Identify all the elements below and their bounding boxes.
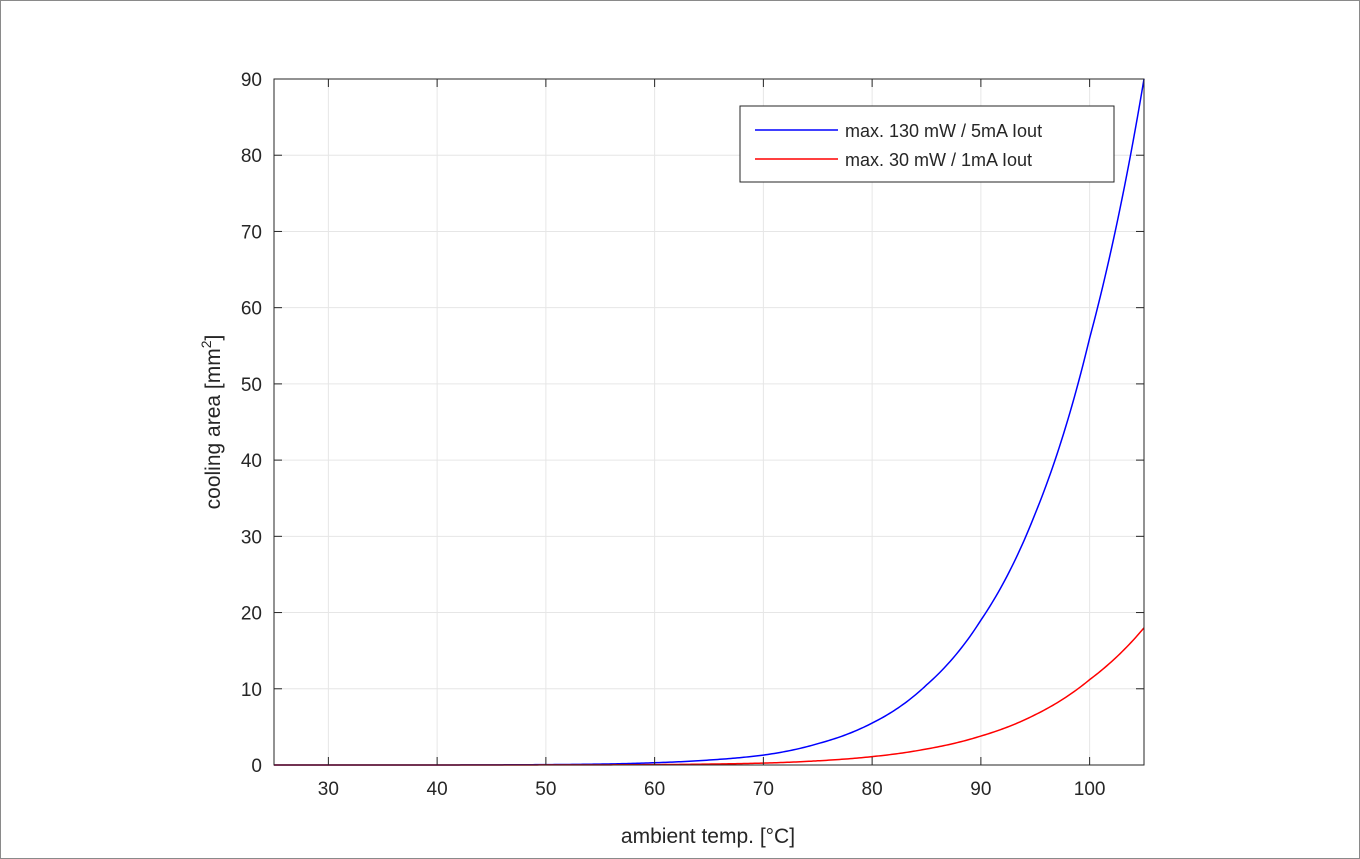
x-tick-label-30: 30 (318, 779, 339, 800)
y-tick-label-10: 10 (241, 680, 262, 701)
grid-lines (274, 78, 1144, 766)
axes (273, 78, 1145, 766)
x-tick-label-90: 90 (970, 779, 991, 800)
y-tick-label-60: 60 (241, 299, 262, 320)
legend-box (739, 105, 1115, 183)
y-tick-label-80: 80 (241, 146, 262, 167)
axes-box (273, 78, 1145, 766)
y-tick-label-0: 0 (251, 756, 262, 777)
x-tick-label-100: 100 (1074, 779, 1106, 800)
y-tick-label-70: 70 (241, 222, 262, 243)
y-tick-label-20: 20 (241, 604, 262, 625)
y-tick-label-90: 90 (241, 70, 262, 91)
y-axis-label: cooling area [mm2] (198, 335, 225, 510)
x-tick-label-80: 80 (862, 779, 883, 800)
legend-label-blue-series: max. 130 mW / 5mA Iout (845, 121, 1042, 141)
y-axis-label-close: ] (202, 335, 225, 341)
y-axis-label-main: cooling area [mm (202, 348, 225, 509)
x-tick-labels: 30 40 50 60 70 80 90 100 (318, 779, 1106, 800)
plot-area (274, 79, 1144, 765)
y-tick-label-50: 50 (241, 375, 262, 396)
legend-label-red-series: max. 30 mW / 1mA Iout (845, 150, 1032, 170)
y-tick-labels: 0 10 20 30 40 50 60 70 80 90 (241, 70, 262, 777)
x-tick-label-60: 60 (644, 779, 665, 800)
y-axis-label-superscript: 2 (198, 340, 214, 348)
x-tick-label-40: 40 (427, 779, 448, 800)
x-tick-label-70: 70 (753, 779, 774, 800)
y-tick-label-40: 40 (241, 451, 262, 472)
legend: max. 130 mW / 5mA Iout max. 30 mW / 1mA … (739, 105, 1115, 183)
x-axis-label: ambient temp. [°C] (621, 825, 795, 848)
x-tick-label-50: 50 (535, 779, 556, 800)
y-tick-label-30: 30 (241, 527, 262, 548)
